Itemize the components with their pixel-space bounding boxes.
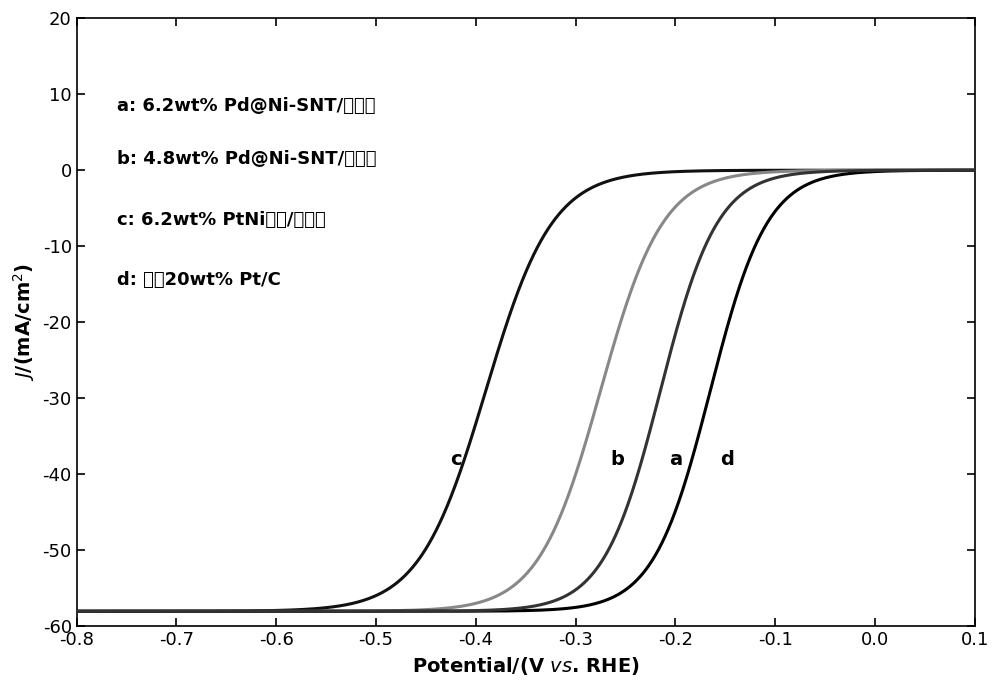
X-axis label: Potential/(V $\it{vs}$. RHE): Potential/(V $\it{vs}$. RHE) — [412, 655, 640, 677]
Y-axis label: $J$/(mA/cm$^2$): $J$/(mA/cm$^2$) — [11, 264, 37, 381]
Text: c: c — [450, 450, 462, 469]
Text: c: 6.2wt% PtNi合金/石墨烯: c: 6.2wt% PtNi合金/石墨烯 — [117, 211, 325, 228]
Text: a: a — [669, 450, 682, 469]
Text: a: 6.2wt% Pd@Ni-SNT/石墨烯: a: 6.2wt% Pd@Ni-SNT/石墨烯 — [117, 96, 375, 115]
Text: d: 商业20wt% Pt/C: d: 商业20wt% Pt/C — [117, 272, 280, 290]
Text: b: 4.8wt% Pd@Ni-SNT/石墨烯: b: 4.8wt% Pd@Ni-SNT/石墨烯 — [117, 150, 376, 168]
Text: d: d — [720, 450, 734, 469]
Text: b: b — [611, 450, 624, 469]
